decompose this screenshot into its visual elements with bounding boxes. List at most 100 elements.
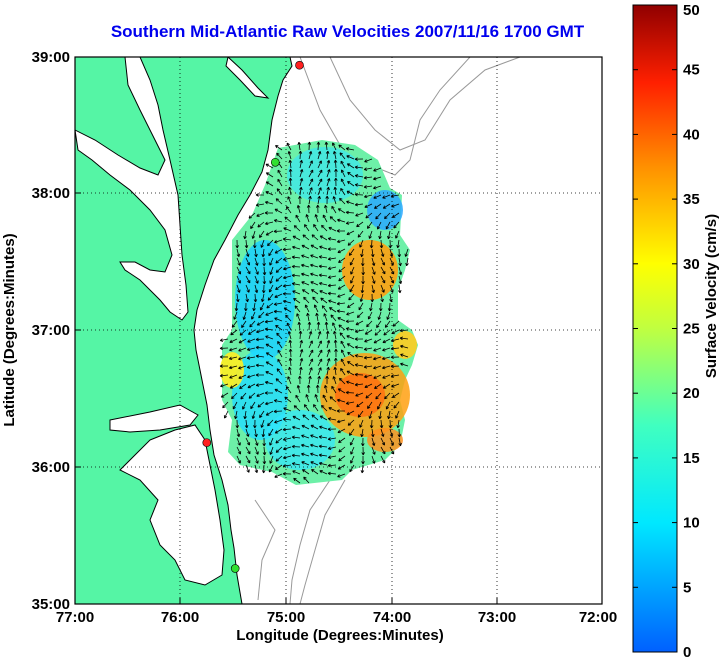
velocity-arrow bbox=[347, 302, 355, 308]
velocity-arrow bbox=[308, 187, 313, 196]
velocity-arrow bbox=[301, 263, 310, 268]
y-tick-label: 36:00 bbox=[32, 459, 70, 476]
velocity-arrow bbox=[336, 301, 346, 306]
velocity-arrow bbox=[315, 312, 319, 322]
velocity-arrow bbox=[269, 257, 274, 266]
velocity-arrow bbox=[363, 194, 373, 199]
velocity-arrow bbox=[251, 410, 256, 419]
velocity-arrow bbox=[283, 407, 292, 412]
velocity-arrow bbox=[356, 401, 364, 408]
velocity-arrow bbox=[339, 377, 346, 385]
velocity-arrow bbox=[350, 446, 355, 455]
velocity-arrow bbox=[327, 437, 337, 441]
velocity-arrow bbox=[325, 195, 329, 205]
high-speed-patch bbox=[335, 373, 385, 417]
velocity-arrow bbox=[337, 208, 346, 214]
x-tick-label: 72:00 bbox=[579, 609, 617, 626]
velocity-arrow bbox=[314, 394, 319, 403]
velocity-arrow bbox=[398, 275, 403, 285]
velocity-arrow bbox=[327, 471, 337, 476]
velocity-arrow bbox=[286, 322, 292, 331]
velocity-arrow bbox=[333, 339, 338, 349]
colorbar-tick-label: 25 bbox=[683, 321, 700, 338]
velocity-arrow bbox=[348, 293, 355, 301]
colorbar-tick-label: 5 bbox=[683, 579, 691, 596]
velocity-arrow bbox=[255, 383, 265, 387]
velocity-arrow bbox=[319, 425, 328, 430]
velocity-arrow bbox=[265, 401, 274, 406]
velocity-arrow bbox=[293, 477, 301, 484]
velocity-arrow bbox=[268, 464, 274, 473]
velocity-arrow bbox=[374, 203, 382, 209]
colorbar-tick-label: 40 bbox=[683, 126, 700, 143]
velocity-arrow bbox=[274, 473, 283, 478]
velocity-arrow bbox=[308, 178, 314, 187]
velocity-arrow bbox=[324, 321, 329, 331]
velocity-arrow bbox=[287, 151, 292, 160]
velocity-arrow bbox=[296, 313, 301, 322]
velocity-arrow bbox=[340, 340, 346, 349]
velocity-arrow bbox=[292, 290, 301, 295]
velocity-arrow bbox=[236, 257, 241, 266]
velocity-arrow bbox=[259, 410, 265, 419]
velocity-arrow bbox=[293, 297, 301, 304]
velocity-arrow bbox=[387, 410, 391, 420]
velocity-arrow bbox=[310, 244, 319, 250]
velocity-arrow bbox=[311, 469, 319, 475]
velocity-arrow bbox=[360, 428, 364, 438]
velocity-arrow bbox=[301, 452, 310, 457]
velocity-arrow bbox=[400, 362, 409, 367]
velocity-arrow bbox=[238, 356, 247, 361]
velocity-arrow bbox=[228, 356, 238, 361]
velocity-arrow bbox=[326, 358, 331, 367]
velocity-arrow bbox=[264, 221, 274, 226]
velocity-arrow bbox=[254, 266, 259, 275]
velocity-arrow bbox=[288, 159, 293, 169]
velocity-arrow bbox=[354, 329, 364, 334]
velocity-arrow bbox=[364, 338, 373, 343]
velocity-arrow bbox=[229, 347, 238, 352]
velocity-arrow bbox=[239, 329, 247, 336]
velocity-arrow bbox=[350, 266, 355, 275]
velocity-arrow bbox=[340, 187, 346, 196]
velocity-arrow bbox=[380, 275, 386, 284]
velocity-arrow bbox=[317, 367, 322, 376]
velocity-arrow bbox=[387, 230, 391, 240]
velocity-arrow bbox=[265, 335, 274, 340]
velocity-arrow bbox=[220, 383, 229, 388]
velocity-arrow bbox=[295, 394, 301, 403]
velocity-arrow bbox=[231, 320, 238, 328]
velocity-arrow bbox=[260, 419, 265, 428]
colorbar-tick-label: 0 bbox=[683, 644, 691, 659]
shelf-contour bbox=[329, 57, 521, 151]
velocity-arrow bbox=[261, 284, 266, 294]
velocity-arrow bbox=[365, 392, 373, 399]
velocity-arrow bbox=[301, 434, 310, 439]
velocity-arrow bbox=[346, 343, 355, 349]
low-speed-patch bbox=[265, 410, 335, 470]
velocity-arrow bbox=[333, 150, 337, 160]
velocity-arrow bbox=[367, 401, 373, 409]
velocity-arrow bbox=[308, 151, 313, 160]
velocity-arrow bbox=[254, 248, 258, 258]
colorbar-tick-label: 45 bbox=[683, 62, 700, 79]
velocity-arrow bbox=[258, 311, 265, 319]
velocity-arrow bbox=[219, 364, 229, 368]
velocity-arrow bbox=[236, 446, 242, 455]
velocity-arrow bbox=[356, 221, 364, 228]
velocity-arrow bbox=[381, 356, 391, 361]
velocity-arrow bbox=[398, 437, 402, 447]
velocity-arrow bbox=[397, 248, 402, 258]
velocity-arrow bbox=[345, 221, 355, 225]
velocity-arrow bbox=[261, 248, 266, 258]
station-marker bbox=[230, 564, 240, 573]
velocity-arrow bbox=[395, 230, 400, 239]
velocity-arrow bbox=[248, 329, 256, 335]
velocity-arrow bbox=[336, 409, 346, 413]
velocity-arrow bbox=[254, 284, 259, 294]
velocity-arrow bbox=[373, 176, 382, 181]
velocity-arrow bbox=[331, 142, 337, 151]
velocity-arrow bbox=[337, 473, 346, 478]
velocity-arrow bbox=[291, 255, 301, 260]
velocity-arrow bbox=[253, 419, 257, 429]
